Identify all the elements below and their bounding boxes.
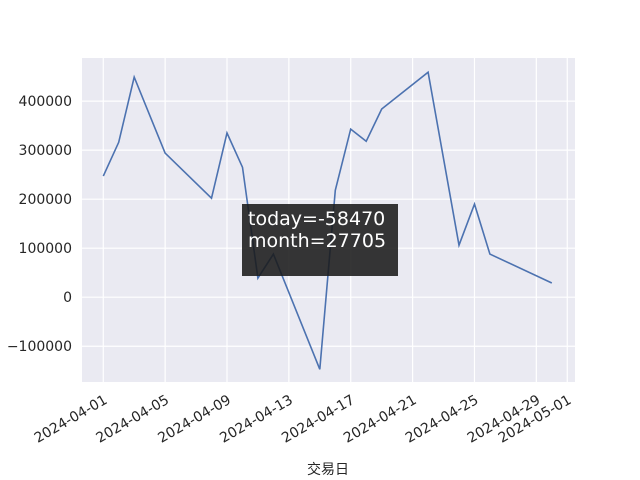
- tooltip: [242, 204, 398, 276]
- y-tick-label: 100000: [19, 241, 72, 257]
- y-tick-label: 200000: [19, 192, 72, 208]
- tooltip-line: today=-58470: [248, 208, 385, 230]
- y-tick-label: 400000: [19, 94, 72, 110]
- lines: [102, 70, 553, 370]
- y-tick-label: 300000: [19, 143, 72, 159]
- y-tick-label: 0: [63, 290, 72, 306]
- tooltip-line: month=27705: [248, 230, 386, 252]
- line-series: [102, 70, 553, 370]
- y-tick-label: −100000: [7, 339, 72, 355]
- x-axis-label: 交易日: [307, 461, 349, 478]
